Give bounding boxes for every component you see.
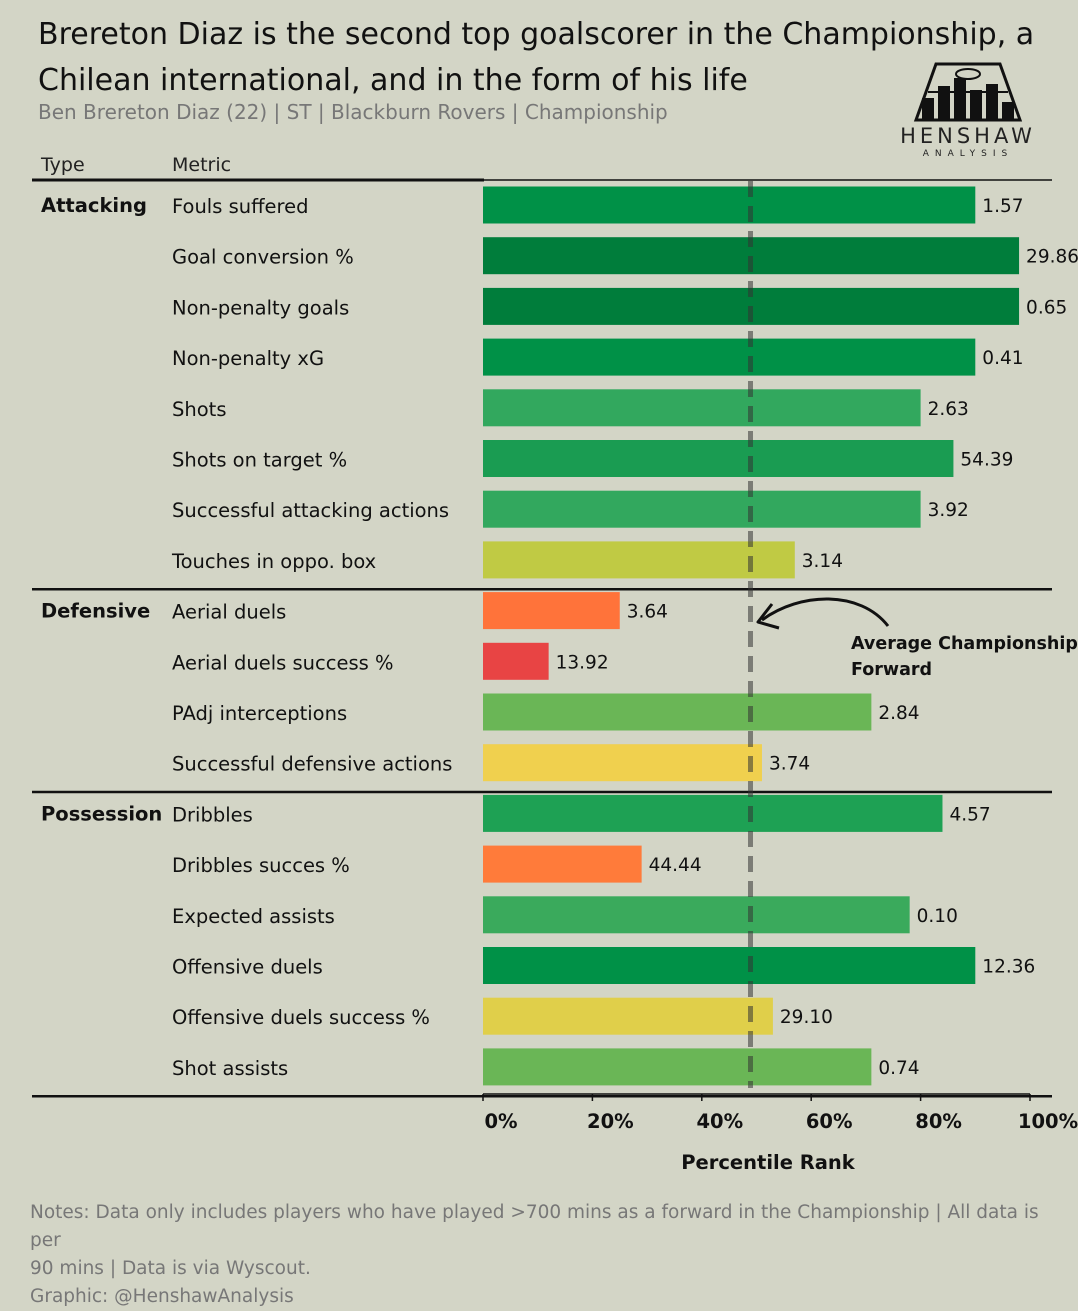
x-tick-label: 0% [484,1110,517,1133]
metric-label: Aerial duels [172,601,286,624]
bar-value-label: 54.39 [960,450,1013,471]
notes-credit: Graphic: @HenshawAnalysis [30,1286,294,1307]
metric-label: Offensive duels [172,956,323,979]
bar-value-label: 2.84 [878,703,919,724]
bar [483,1048,872,1086]
bar-value-label: 12.36 [982,957,1035,978]
bar-value-label: 3.74 [769,754,810,775]
group-label-defensive: Defensive [41,600,150,623]
x-tick-label: 20% [587,1110,634,1133]
x-tick-label: 60% [806,1110,853,1133]
bar-value-label: 0.74 [878,1058,919,1079]
bar-value-label: 2.63 [928,399,969,420]
bar-value-label: 0.41 [982,348,1023,369]
metric-label: Dribbles [172,803,253,826]
chart-subtitle: Ben Brereton Diaz (22) | ST | Blackburn … [38,100,668,124]
metric-label: Expected assists [172,905,335,928]
bar [483,794,943,832]
bar-value-label: 0.65 [1026,297,1067,318]
logo-name: HENSHAW [900,124,1036,148]
metric-label: Successful attacking actions [172,499,449,522]
metric-label: Shots [172,398,226,421]
bar-value-label: 1.57 [982,196,1023,217]
annotation-arrow [761,597,890,627]
x-tick-label: 40% [696,1110,743,1133]
bar-value-label: 29.10 [780,1007,833,1028]
bar [483,947,976,984]
bar-value-label: 4.57 [949,804,990,825]
logo-subtitle: ANALYSIS [922,149,1014,159]
bar [483,744,762,782]
notes-line-2: 90 mins | Data is via Wyscout. [30,1258,311,1279]
bar-value-label: 44.44 [649,855,702,876]
bar [483,440,954,477]
metric-column-header: Metric [172,154,232,176]
group-label-possession: Possession [41,802,162,825]
chart-notes: Notes: Data only includes players who ha… [30,1199,1060,1311]
metric-label: Shots on target % [172,449,347,472]
metric-label: Non-penalty xG [172,347,324,370]
bar [483,389,921,427]
bar [483,186,976,224]
notes-line-1: Notes: Data only includes players who ha… [30,1202,1039,1251]
bar [483,541,795,579]
metric-label: Goal conversion % [172,246,354,269]
bar-value-label: 3.92 [928,500,969,521]
metric-label: Dribbles succes % [172,854,350,877]
annotation-line-1: Average Championship [851,634,1078,654]
metric-label: Successful defensive actions [172,753,452,776]
bar [483,338,976,376]
bar [483,845,642,883]
chart-title: Brereton Diaz is the second top goalscor… [38,17,1035,98]
bar [483,642,549,680]
bar-value-label: 0.10 [917,906,958,927]
bar-value-label: 29.86 [1026,247,1078,268]
bar-value-label: 3.64 [627,602,668,623]
type-column-header: Type [41,154,85,176]
x-axis-title: Percentile Rank [681,1151,856,1174]
bar [483,490,921,528]
bar [483,896,910,934]
metric-label: Offensive duels success % [172,1006,430,1029]
metric-label: Non-penalty goals [172,296,349,319]
metric-label: Shot assists [172,1057,288,1080]
metric-label: PAdj interceptions [172,702,347,725]
group-label-attacking: Attacking [41,194,147,217]
bar [483,693,872,731]
metric-label: Aerial duels success % [172,651,394,674]
bar [483,592,620,630]
annotation-arrow-head [756,603,780,630]
x-tick-label: 80% [915,1110,962,1133]
bar [483,997,773,1035]
metric-label: Fouls suffered [172,195,309,218]
x-tick-label: 100% [1018,1110,1078,1133]
bar-value-label: 13.92 [556,652,609,673]
bar-value-label: 3.14 [802,551,843,572]
pitch-bars-logo-icon [913,62,1023,122]
metric-label: Touches in oppo. box [171,550,376,573]
annotation-line-2: Forward [851,660,932,680]
